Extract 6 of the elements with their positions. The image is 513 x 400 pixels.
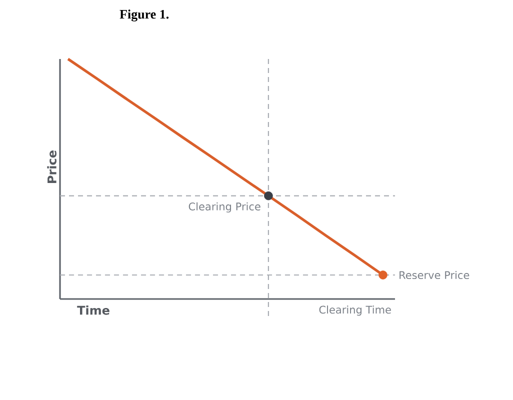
- ref-line-label: Clearing Price: [188, 202, 260, 212]
- text: Clearing Time: [319, 306, 391, 316]
- chart-title: Figure 1.: [120, 10, 169, 22]
- ref-line-label: Reserve Price: [400, 270, 470, 280]
- x-axis-title: Time: [77, 306, 110, 315]
- y-axis-title: Price: [47, 150, 56, 183]
